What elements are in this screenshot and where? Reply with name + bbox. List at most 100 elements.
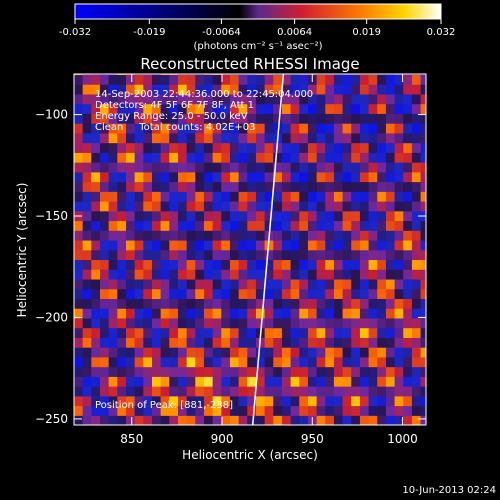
heatmap-cell	[377, 376, 387, 387]
heatmap-cell	[99, 132, 110, 144]
heatmap-cell	[143, 405, 153, 416]
peak-position-text: Position of Peak: [881,-238]	[95, 400, 233, 411]
heatmap-cell	[359, 103, 370, 114]
heatmap-cell	[186, 93, 196, 105]
heatmap-cell	[359, 74, 370, 85]
heatmap-cell	[403, 337, 413, 348]
heatmap-cell	[403, 386, 413, 397]
heatmap-cell	[333, 327, 344, 338]
heatmap-cell	[385, 317, 396, 329]
heatmap-cell	[160, 386, 170, 397]
heatmap-cell	[377, 308, 387, 319]
heatmap-cell	[281, 278, 292, 290]
heatmap-cell	[212, 386, 222, 397]
heatmap-cell	[195, 181, 205, 192]
heatmap-cell	[316, 366, 326, 377]
heatmap-cell	[134, 84, 144, 95]
heatmap-cell	[394, 132, 404, 144]
heatmap-cell	[169, 356, 179, 368]
heatmap-cell	[290, 395, 300, 407]
heatmap-cell	[403, 269, 413, 280]
heatmap-cell	[160, 103, 170, 114]
heatmap-cell	[368, 201, 378, 212]
heatmap-cell	[264, 395, 274, 407]
heatmap-cell	[351, 152, 361, 163]
heatmap-cell	[273, 327, 283, 338]
heatmap-cell	[247, 317, 257, 329]
heatmap-cell	[186, 386, 196, 397]
heatmap-cell	[385, 395, 396, 407]
heatmap-cell	[273, 191, 283, 202]
heatmap-cell	[359, 327, 370, 338]
heatmap-cell	[143, 347, 153, 358]
heatmap-cell	[160, 376, 170, 387]
heatmap-cell	[385, 337, 396, 348]
heatmap-cell	[273, 347, 283, 358]
heatmap-cell	[229, 376, 240, 387]
clean-counts-text: Clean Total counts: 4.02E+03	[95, 122, 255, 133]
heatmap-cell	[117, 210, 127, 222]
heatmap-cell	[143, 132, 153, 144]
colorbar-tick-label: -0.0064	[202, 27, 241, 38]
heatmap-cell	[169, 269, 179, 280]
heatmap-cell	[316, 327, 326, 338]
heatmap-cell	[333, 356, 344, 368]
heatmap-cell	[151, 239, 162, 251]
heatmap-cell	[125, 103, 136, 114]
heatmap-cell	[169, 347, 179, 358]
heatmap-cell	[151, 415, 162, 425]
heatmap-cell	[238, 220, 248, 231]
heatmap-cell	[394, 239, 404, 251]
heatmap-cell	[229, 288, 240, 299]
heatmap-cell	[273, 84, 283, 95]
heatmap-cell	[229, 171, 240, 183]
heatmap-cell	[333, 308, 344, 319]
heatmap-cell	[420, 74, 426, 76]
heatmap-cell	[186, 405, 196, 416]
heatmap-cell	[125, 327, 136, 338]
heatmap-cell	[229, 395, 240, 407]
heatmap-cell	[74, 327, 84, 338]
heatmap-cell	[125, 191, 136, 202]
heatmap-cell	[307, 356, 318, 368]
heatmap-cell	[281, 210, 292, 222]
heatmap-cell	[203, 356, 214, 368]
heatmap-cell	[255, 103, 266, 114]
heatmap-cell	[325, 239, 335, 251]
heatmap-cell	[273, 74, 283, 76]
heatmap-cell	[134, 376, 144, 387]
heatmap-cell	[394, 201, 404, 212]
heatmap-cell	[99, 415, 110, 425]
heatmap-cell	[238, 93, 248, 105]
colorbar-gradient	[74, 3, 442, 20]
heatmap-cell	[74, 259, 84, 270]
heatmap-cell	[91, 415, 101, 425]
heatmap-cell	[273, 162, 283, 173]
heatmap-cell	[281, 366, 292, 377]
heatmap-cell	[221, 191, 231, 202]
heatmap-cell	[203, 386, 214, 397]
heatmap-cell	[125, 220, 136, 231]
heatmap-cell	[117, 347, 127, 358]
heatmap-cell	[377, 74, 387, 85]
heatmap-cell	[385, 132, 396, 144]
heatmap-cell	[195, 84, 205, 95]
heatmap-cell	[359, 308, 370, 319]
heatmap-cell	[307, 386, 318, 397]
heatmap-cell	[117, 201, 127, 212]
heatmap-cell	[420, 220, 426, 231]
heatmap-cell	[238, 337, 248, 348]
heatmap-cell	[307, 259, 318, 270]
heatmap-cell	[264, 405, 274, 416]
y-tick-label: −250	[35, 412, 68, 426]
heatmap-cell	[411, 201, 422, 212]
heatmap-cell	[169, 249, 179, 261]
heatmap-cell	[394, 278, 404, 290]
heatmap-cell	[108, 405, 118, 416]
heatmap-cell	[281, 249, 292, 261]
plot-area: 850 900 950 1000−100−150−200−250	[35, 73, 427, 446]
y-tick-label: −200	[35, 310, 68, 324]
heatmap-cell	[160, 84, 170, 95]
heatmap-cell	[203, 259, 214, 270]
heatmap-cell	[281, 337, 292, 348]
